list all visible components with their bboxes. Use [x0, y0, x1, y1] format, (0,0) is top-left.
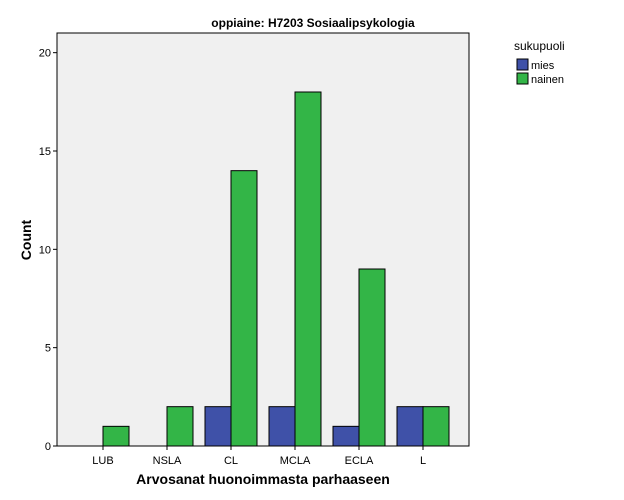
bar-mies-l: [396, 406, 424, 447]
x-tick-label-nsla: NSLA: [153, 455, 182, 467]
bar-nainen-ecla: [358, 268, 386, 447]
legend-swatch-mies: [516, 58, 529, 71]
bar-nainen-mcla: [294, 91, 322, 447]
x-tick-label-mcla: MCLA: [280, 455, 311, 467]
y-tick-label: 15: [39, 146, 51, 158]
x-tick-label-cl: CL: [224, 455, 238, 467]
x-axis-ticks: LUB NSLA CL MCLA ECLA L: [92, 446, 426, 467]
legend-title: sukupuoli: [514, 39, 565, 53]
bars-group: [102, 91, 450, 447]
bar-nainen-nsla: [166, 406, 194, 447]
legend: sukupuoli mies nainen: [514, 39, 565, 86]
y-tick-label: 5: [45, 343, 51, 355]
legend-swatch-nainen: [516, 72, 529, 85]
bar-nainen-cl: [230, 170, 258, 447]
y-tick-label: 10: [39, 244, 51, 256]
legend-label-mies: mies: [531, 60, 555, 72]
y-axis-title: Count: [18, 219, 34, 260]
bar-nainen-l: [422, 406, 450, 447]
bar-nainen-lub: [102, 425, 130, 447]
y-tick-label: 20: [39, 48, 51, 60]
x-tick-label-lub: LUB: [92, 455, 113, 467]
x-tick-label-l: L: [420, 455, 426, 467]
x-tick-label-ecla: ECLA: [345, 455, 374, 467]
chart-title: oppiaine: H7203 Sosiaalipsykologia: [211, 16, 415, 30]
plot-area: [56, 32, 470, 447]
bar-mies-cl: [204, 406, 232, 447]
bar-mies-mcla: [268, 406, 296, 447]
x-axis-title: Arvosanat huonoimmasta parhaaseen: [136, 471, 390, 487]
y-tick-label: 0: [45, 441, 51, 453]
legend-label-nainen: nainen: [531, 74, 564, 86]
bar-mies-ecla: [332, 425, 360, 447]
y-axis-ticks: 0 5 10 15 20: [39, 48, 57, 453]
